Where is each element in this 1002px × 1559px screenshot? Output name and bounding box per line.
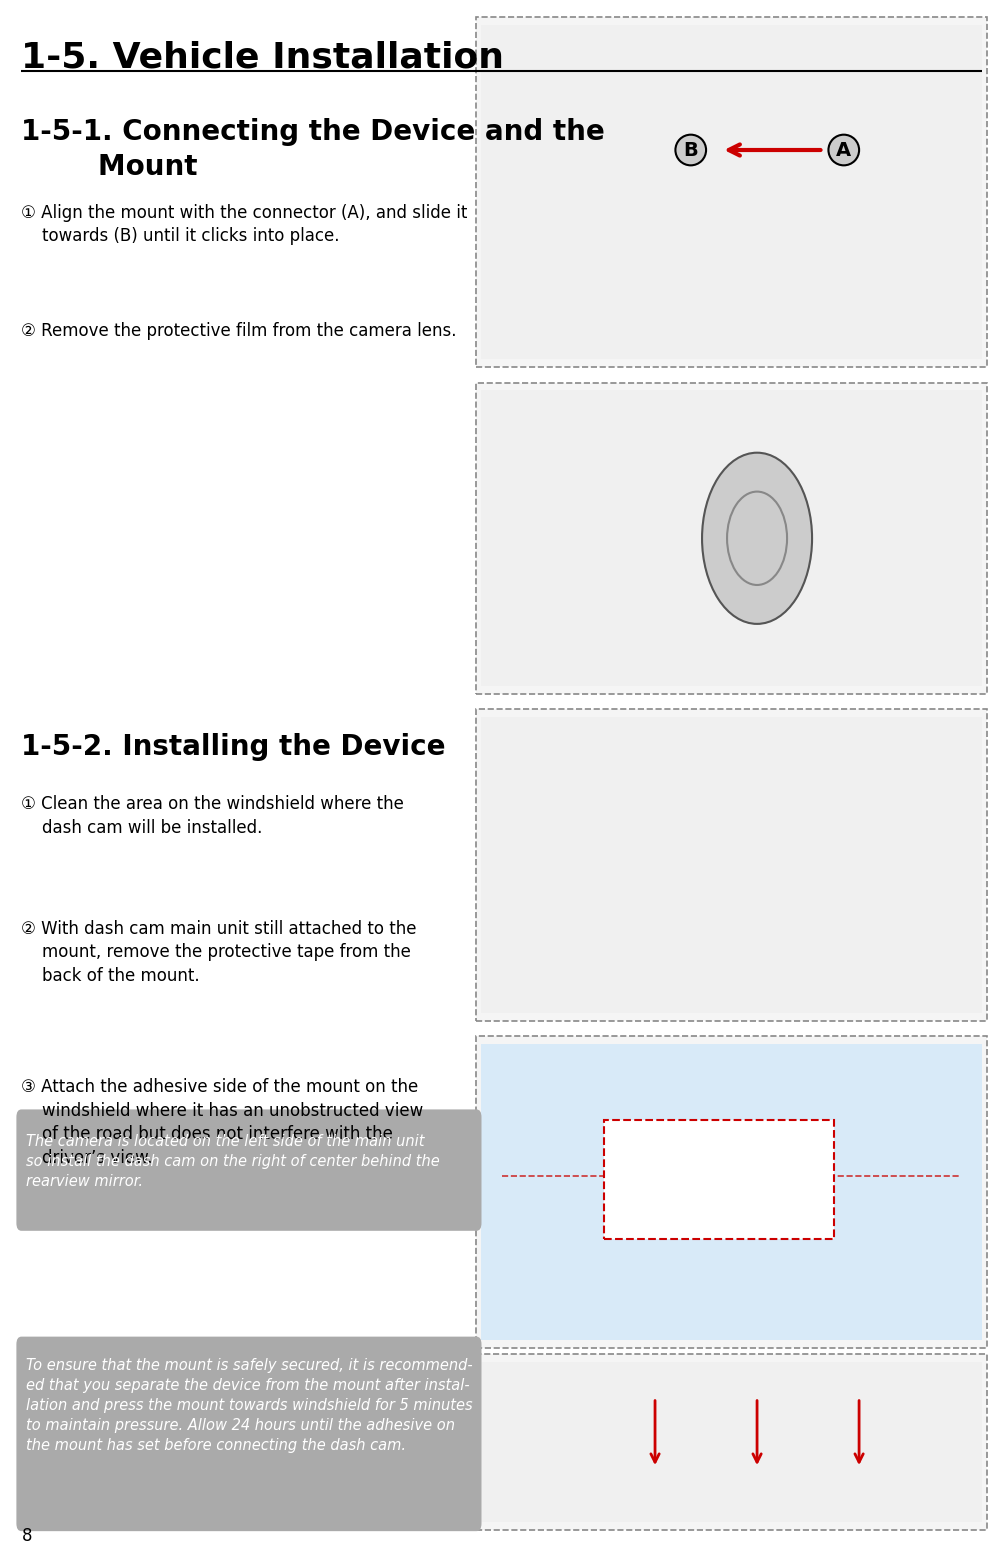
- Bar: [476, 1353, 986, 1529]
- Text: ① Clean the area on the windshield where the
    dash cam will be installed.: ① Clean the area on the windshield where…: [21, 795, 404, 837]
- Bar: [476, 709, 986, 1021]
- Text: ③ Attach the adhesive side of the mount on the
    windshield where it has an un: ③ Attach the adhesive side of the mount …: [21, 1079, 423, 1168]
- Text: 1-5. Vehicle Installation: 1-5. Vehicle Installation: [21, 41, 504, 75]
- Bar: [481, 390, 981, 686]
- Bar: [603, 1121, 833, 1238]
- Text: 1-5-2. Installing the Device: 1-5-2. Installing the Device: [21, 733, 446, 761]
- Bar: [481, 717, 981, 1013]
- Text: TIP: TIP: [21, 1115, 53, 1132]
- Text: ② Remove the protective film from the camera lens.: ② Remove the protective film from the ca…: [21, 323, 457, 340]
- Text: 1-5-1. Connecting the Device and the
        Mount: 1-5-1. Connecting the Device and the Mou…: [21, 118, 604, 181]
- Bar: [476, 17, 986, 366]
- Text: The camera is located on the left side of the main unit
so install the dash cam : The camera is located on the left side o…: [26, 1135, 440, 1190]
- Text: ① Align the mount with the connector (A), and slide it
    towards (B) until it : ① Align the mount with the connector (A)…: [21, 204, 467, 245]
- FancyBboxPatch shape: [16, 1336, 481, 1531]
- FancyBboxPatch shape: [16, 1110, 481, 1230]
- Bar: [481, 1361, 981, 1522]
- Text: To ensure that the mount is safely secured, it is recommend-
ed that you separat: To ensure that the mount is safely secur…: [26, 1358, 473, 1453]
- Bar: [476, 1037, 986, 1347]
- Text: 8: 8: [21, 1528, 32, 1545]
- Bar: [476, 382, 986, 694]
- Circle shape: [701, 452, 812, 624]
- Text: TIP: TIP: [21, 1342, 53, 1361]
- Bar: [481, 25, 981, 359]
- Bar: [481, 1045, 981, 1339]
- Text: A: A: [836, 140, 851, 159]
- Text: ② With dash cam main unit still attached to the
    mount, remove the protective: ② With dash cam main unit still attached…: [21, 920, 417, 985]
- Text: B: B: [682, 140, 697, 159]
